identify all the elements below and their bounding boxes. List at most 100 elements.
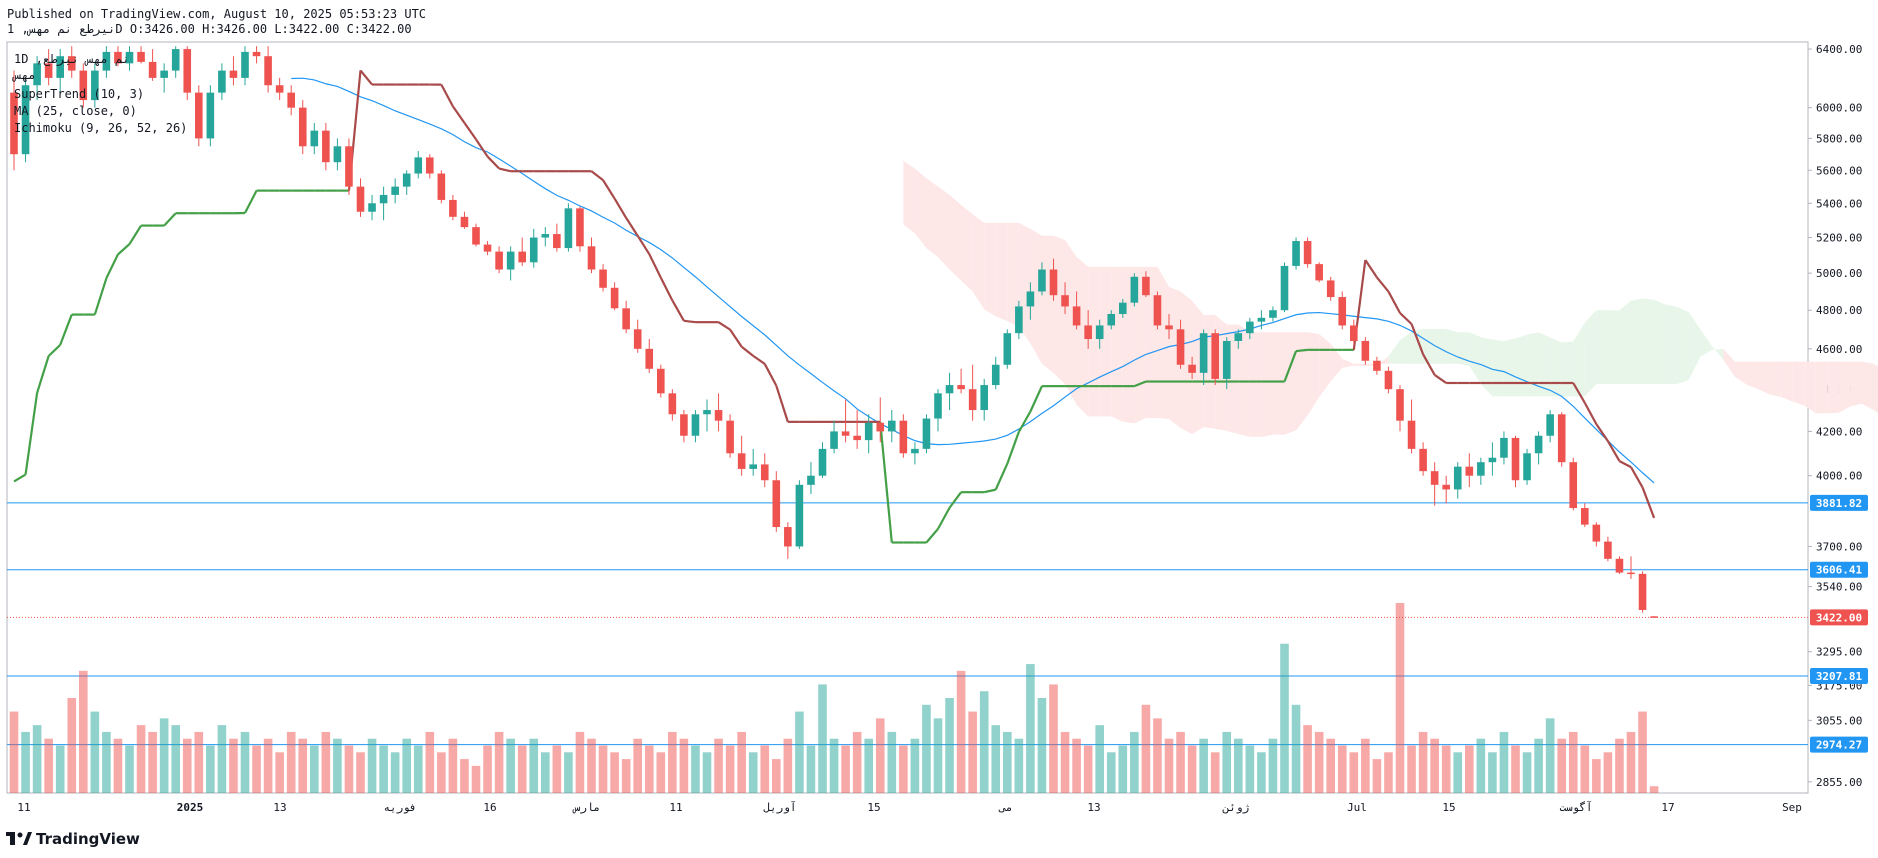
candle-body bbox=[333, 146, 342, 163]
ichimoku-cloud-segment bbox=[1076, 256, 1089, 417]
x-axis-label: Jul bbox=[1347, 801, 1367, 814]
supertrend-segment bbox=[47, 344, 61, 357]
candle-body bbox=[252, 51, 261, 57]
volume-bar bbox=[102, 731, 111, 793]
ichimoku-cloud-segment bbox=[1734, 361, 1747, 385]
x-axis-label: مى bbox=[998, 801, 1012, 814]
supertrend-segment bbox=[1283, 350, 1298, 382]
candle-body bbox=[1338, 297, 1347, 326]
ichimoku-cloud-segment bbox=[1503, 338, 1516, 397]
candle-body bbox=[1153, 295, 1162, 326]
supertrend-segment bbox=[1364, 259, 1378, 279]
ichimoku-cloud-segment bbox=[1631, 298, 1643, 385]
candle-body bbox=[483, 244, 492, 252]
ichimoku-cloud-segment bbox=[1284, 332, 1297, 435]
candle-body bbox=[680, 414, 688, 436]
legend-supertrend[interactable]: SuperTrend (10, 3) bbox=[14, 87, 145, 101]
volume-bar bbox=[1626, 731, 1636, 793]
x-axis-label: 2025 bbox=[177, 801, 204, 814]
candle-body bbox=[599, 269, 607, 288]
volume-bar bbox=[448, 738, 458, 793]
price-level-tag bbox=[1810, 561, 1868, 578]
candle-body bbox=[1222, 340, 1231, 379]
volume-bar bbox=[310, 745, 319, 793]
y-axis-label: 6000.00 bbox=[1816, 102, 1862, 115]
ichimoku-cloud-segment bbox=[1723, 348, 1735, 377]
volume-bar bbox=[1187, 745, 1197, 793]
price-level-label: 3207.81 bbox=[1816, 670, 1863, 683]
candle-body bbox=[1430, 471, 1439, 485]
candle-body bbox=[275, 85, 284, 93]
ichimoku-cloud-segment bbox=[972, 214, 985, 310]
supertrend-segment bbox=[740, 345, 754, 357]
volume-bar bbox=[1349, 752, 1359, 793]
y-axis-label: 5800.00 bbox=[1816, 132, 1862, 145]
candle-body bbox=[726, 420, 734, 454]
ichimoku-cloud-segment bbox=[1423, 328, 1435, 364]
volume-bar bbox=[679, 738, 689, 793]
volume-bar bbox=[298, 738, 308, 793]
volume-bar bbox=[1615, 738, 1624, 793]
volume-bar bbox=[1199, 738, 1208, 793]
ichimoku-cloud-segment bbox=[1296, 332, 1308, 431]
ichimoku-cloud-segment bbox=[1688, 312, 1701, 380]
legend-ichimoku[interactable]: Ichimoku (9, 26, 52, 26) bbox=[14, 121, 188, 135]
supertrend-segment bbox=[879, 421, 893, 543]
candle-body bbox=[1581, 508, 1589, 525]
candle-body bbox=[1419, 448, 1427, 472]
volume-bar bbox=[90, 711, 100, 793]
ohlc-readout: نيرطع نم مهس, 1D O:3426.00 H:3426.00 L:3… bbox=[7, 22, 412, 36]
x-axis-label: 13 bbox=[1087, 801, 1100, 814]
volume-bar bbox=[748, 752, 758, 793]
ichimoku-cloud-segment bbox=[1827, 361, 1839, 414]
price-level-tag bbox=[1810, 494, 1868, 511]
volume-bar bbox=[113, 738, 123, 793]
volume-bar bbox=[1430, 738, 1439, 793]
candle-body bbox=[853, 435, 861, 441]
volume-bar bbox=[390, 752, 400, 793]
volume-bar bbox=[1245, 745, 1255, 793]
ichimoku-cloud-segment bbox=[1665, 304, 1678, 385]
candle-body bbox=[1326, 280, 1335, 298]
volume-bar bbox=[344, 745, 354, 793]
y-axis-label: 5400.00 bbox=[1816, 197, 1862, 210]
candle-body bbox=[1026, 291, 1035, 307]
ichimoku-cloud-segment bbox=[1873, 363, 1878, 413]
candle-body bbox=[195, 92, 203, 139]
volume-bar bbox=[1314, 731, 1324, 793]
volume-bar bbox=[818, 684, 827, 793]
x-axis-label: Sep bbox=[1782, 801, 1802, 814]
candle-body bbox=[1523, 453, 1531, 481]
candle-body bbox=[784, 527, 792, 547]
volume-bar bbox=[517, 745, 527, 793]
ichimoku-cloud-segment bbox=[1619, 300, 1631, 385]
candle-body bbox=[495, 251, 503, 270]
legend-ma[interactable]: MA (25, close, 0) bbox=[14, 104, 137, 118]
tradingview-brand[interactable]: TradingView bbox=[6, 830, 140, 848]
supertrend-segment bbox=[659, 277, 674, 301]
x-axis-label: 17 bbox=[1661, 801, 1674, 814]
volume-bar bbox=[899, 745, 908, 793]
candle-body bbox=[795, 484, 804, 547]
ichimoku-cloud-segment bbox=[1515, 334, 1528, 397]
legend-interval: 1D ,نم مهس نيرطع bbox=[14, 52, 130, 66]
volume-bar bbox=[760, 745, 770, 793]
supertrend-segment bbox=[440, 84, 454, 107]
supertrend-segment bbox=[937, 507, 951, 530]
ichimoku-cloud-segment bbox=[1411, 328, 1424, 364]
candle-body bbox=[1084, 325, 1092, 340]
candle-body bbox=[980, 385, 988, 411]
candle-body bbox=[160, 70, 168, 78]
volume-bar bbox=[506, 738, 515, 793]
supertrend-segment bbox=[1399, 312, 1413, 325]
ichimoku-cloud-segment bbox=[1353, 363, 1366, 366]
volume-bar bbox=[21, 731, 30, 793]
supertrend-segment bbox=[128, 224, 142, 245]
volume-bar bbox=[1118, 745, 1128, 793]
volume-bar bbox=[321, 731, 331, 793]
supertrend-segment bbox=[625, 217, 639, 237]
candle-body bbox=[1142, 276, 1150, 296]
ichimoku-cloud-segment bbox=[1596, 310, 1608, 385]
ichimoku-cloud-segment bbox=[1261, 332, 1273, 437]
